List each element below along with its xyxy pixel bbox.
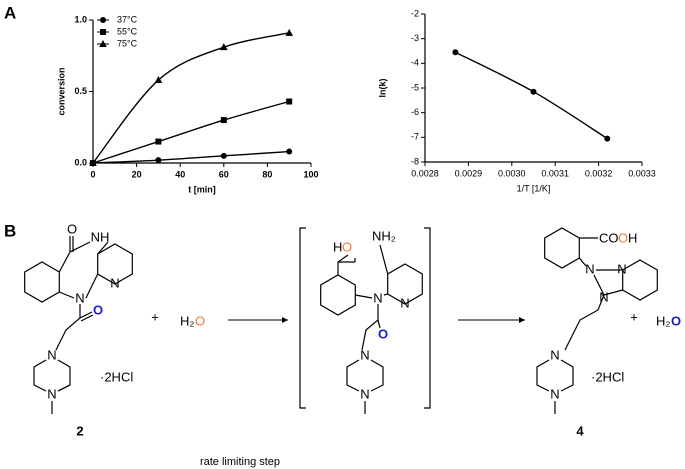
arrowhead: [282, 317, 288, 323]
atom-label: NH₂: [372, 228, 396, 243]
data-point: [285, 28, 293, 36]
y-axis-title: ln(k): [377, 78, 387, 97]
data-point: [220, 43, 228, 51]
y-tick-label: -7: [411, 132, 419, 142]
atom-label: O: [618, 230, 628, 245]
atom-label: N: [373, 290, 382, 305]
data-point: [452, 49, 459, 56]
intermediate-structure: [299, 227, 431, 414]
panel-label: A: [4, 3, 16, 22]
panel-label: B: [4, 221, 16, 240]
y-tick-label: 0.0: [74, 157, 87, 167]
atom-label: N: [360, 386, 369, 401]
atom-label: N: [47, 347, 56, 362]
x-tick-label: 0: [90, 169, 95, 179]
atom-label: N: [47, 386, 56, 401]
fit-line: [92, 100, 290, 164]
atom-label: N: [360, 347, 369, 362]
x-tick-label: 0.0032: [585, 168, 613, 178]
x-axis-title: t [min]: [188, 184, 216, 194]
compound-4-structure: [536, 227, 658, 414]
x-tick-label: 0.0030: [498, 168, 526, 178]
atom-label: H: [628, 230, 637, 245]
y-tick-label: -6: [411, 107, 419, 117]
fit-line: [455, 51, 608, 140]
arrowhead: [519, 317, 525, 323]
x-tick-label: 0.0028: [411, 168, 439, 178]
data-point: [89, 159, 97, 166]
y-tick-label: -2: [411, 8, 419, 18]
salt-label: ·2HCl: [591, 369, 624, 384]
y-tick-label: -4: [411, 58, 419, 68]
x-tick-label: 40: [175, 169, 185, 179]
caption: rate limiting step: [200, 456, 280, 468]
data-point: [604, 135, 611, 142]
data-point: [155, 138, 162, 145]
y-tick-label: -8: [411, 156, 419, 166]
data-point: [286, 98, 293, 105]
atom-label: N: [550, 347, 559, 362]
y-tick-label: 0.5: [74, 86, 87, 96]
x-axis-title: 1/T [1/K]: [517, 183, 551, 193]
plus: +: [151, 309, 159, 324]
water-oxygen: O: [195, 313, 205, 328]
legend-label: 37°C: [117, 14, 138, 24]
data-point: [530, 88, 537, 95]
x-tick-label: 0.0033: [628, 168, 656, 178]
atom-label: N: [400, 295, 409, 310]
water: H₂: [180, 313, 194, 328]
water: H₂: [656, 313, 670, 328]
scheme-labels: O NH N N O N N ·2HCl 2 + H₂ O H O NH₂ N …: [47, 221, 681, 467]
salt-label: ·2HCl: [100, 369, 133, 384]
atom-label: N: [75, 290, 84, 305]
x-tick-label: 80: [262, 169, 272, 179]
atom-label: N: [617, 261, 626, 276]
x-tick-label: 60: [219, 169, 229, 179]
y-tick-label: 1.0: [74, 14, 87, 24]
atom-label: H: [333, 239, 342, 254]
atom-label: N: [550, 386, 559, 401]
data-point: [154, 76, 163, 84]
atom-label: CO: [599, 230, 619, 245]
compound-2-structure: [24, 236, 133, 414]
data-point: [155, 157, 162, 164]
water-oxygen: O: [671, 313, 681, 328]
compound-number: 4: [576, 423, 584, 438]
legend-marker: [100, 17, 106, 23]
x-tick-label: 100: [303, 169, 318, 179]
plus: +: [630, 309, 638, 324]
fit-line: [92, 150, 290, 164]
charts: 0.0 0.5 1.0 0 20 40 60 80 100 t [min] conversion 37…: [56, 8, 655, 194]
atom-label: O: [342, 239, 352, 254]
data-point: [286, 148, 293, 155]
compound-number: 2: [76, 423, 83, 438]
atom-label: N: [110, 275, 119, 290]
data-point: [220, 117, 227, 124]
legend-label: 75°C: [117, 38, 138, 48]
atom-label: O: [67, 221, 77, 236]
x-tick-label: 0.0029: [455, 168, 483, 178]
atom-label: N: [585, 261, 594, 276]
fit-line: [92, 32, 290, 164]
legend-marker: [99, 40, 107, 47]
atom-label: O: [93, 302, 103, 317]
legend-marker: [100, 29, 106, 35]
x-tick-label: 20: [132, 169, 142, 179]
atom-label: NH: [91, 229, 110, 244]
legend-label: 55°C: [117, 26, 138, 36]
y-axis-title: conversion: [56, 67, 66, 115]
x-tick-label: 0.0031: [541, 168, 569, 178]
y-tick-label: -5: [411, 82, 419, 92]
atom-label: N: [599, 289, 608, 304]
atom-label: O: [378, 326, 388, 341]
y-tick-label: -3: [411, 33, 419, 43]
data-point: [220, 152, 227, 159]
